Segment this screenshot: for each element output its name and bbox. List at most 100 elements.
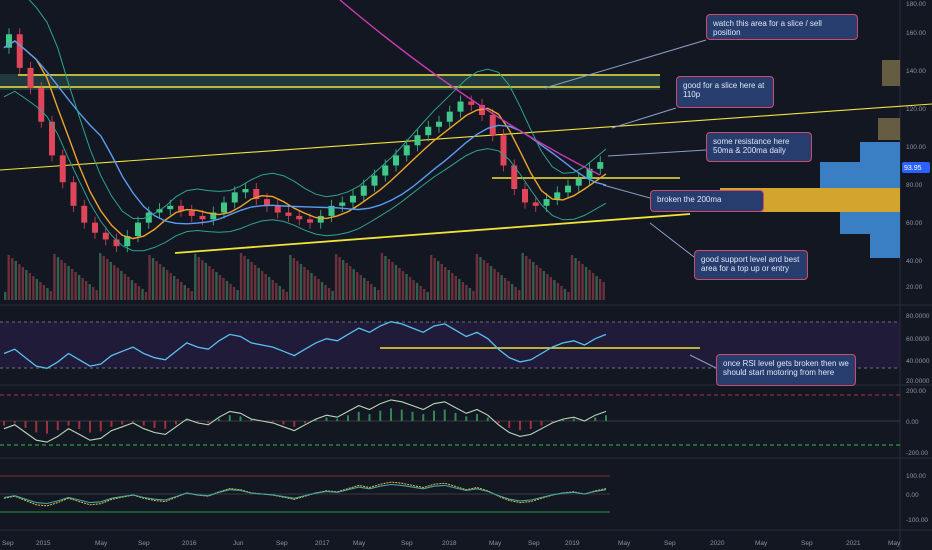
volume-bar (81, 278, 84, 300)
callout-leader (607, 149, 707, 157)
volume-bar (514, 287, 517, 300)
candle-body (532, 202, 539, 206)
callout-leader (544, 39, 707, 89)
volume-bar (123, 274, 127, 300)
volume-bar (458, 279, 461, 300)
y-tick-label: 20.0000 (906, 378, 930, 385)
volume-bar (25, 270, 28, 300)
y-tick-label: 0.00 (906, 492, 919, 499)
osc2-line (3, 483, 607, 505)
x-tick-label: Sep (801, 540, 813, 547)
volume-bar (539, 268, 542, 300)
volume-bar (334, 254, 338, 300)
volume-bar (109, 262, 113, 300)
volume-bar (32, 276, 35, 300)
volume-bar (486, 263, 489, 300)
volume-bar (496, 272, 500, 300)
bollinger-lower (3, 90, 607, 252)
vp-bar (870, 234, 900, 258)
candle-body (264, 199, 270, 206)
annotation-broken-200ma[interactable]: broken the 200ma (650, 190, 764, 212)
volume-bar (415, 283, 419, 300)
candle-body (49, 121, 55, 156)
volume-bar (437, 261, 440, 300)
volume-bar (517, 290, 521, 300)
annotation-text: good support level and best area for a t… (701, 255, 800, 273)
candle-body (522, 189, 528, 203)
candle-body (317, 215, 324, 223)
volume-bar (113, 265, 116, 300)
volume-bar (602, 282, 605, 300)
candle-body (436, 121, 442, 127)
volume-bar (341, 260, 345, 300)
y-tick-label: 40.0000 (906, 358, 930, 365)
annotation-rsi-break[interactable]: once RSI level gets broken then we shoul… (716, 354, 856, 386)
candle-body (6, 34, 12, 48)
volume-bar (560, 286, 563, 300)
y-tick-label: 180.00 (906, 1, 926, 8)
volume-bar (204, 263, 208, 300)
candle-body (231, 192, 238, 203)
volume-bar (215, 272, 218, 300)
annotation-slice-110p[interactable]: good for a slice here at 110p (676, 76, 774, 108)
candle-body (371, 175, 378, 186)
candle-body (221, 202, 227, 213)
y-tick-label: 160.00 (906, 30, 926, 37)
candle-body (59, 155, 66, 183)
resistance-zone (0, 74, 660, 90)
volume-bar (243, 256, 246, 300)
volume-bar (264, 274, 267, 300)
volume-bar (11, 258, 14, 300)
volume-bar (528, 259, 531, 300)
volume-bar (84, 281, 88, 300)
volume-bar (88, 284, 91, 300)
volume-bar (521, 253, 524, 300)
volume-bar (500, 275, 503, 300)
volume-bar (320, 282, 324, 300)
annotation-slice-sell[interactable]: watch this area for a slice / sell posit… (706, 14, 858, 40)
upper-trendline (0, 103, 932, 171)
volume-bar (4, 292, 7, 300)
volume-bar (338, 257, 341, 300)
volume-bar (429, 255, 433, 300)
candle-body (38, 88, 45, 122)
volume-bar (7, 255, 10, 300)
rsi-layer (3, 321, 607, 369)
volume-bar (130, 280, 134, 300)
volume-bar (465, 285, 468, 300)
volume-bar (250, 262, 253, 300)
volume-bar (14, 261, 17, 300)
volume-bar (169, 273, 172, 300)
volume-bar (412, 280, 415, 300)
vp-bar (878, 118, 900, 140)
vp-bar (882, 60, 900, 86)
volume-bar (401, 271, 405, 300)
volume-bar (18, 264, 21, 300)
x-tick-label: Sep (2, 540, 14, 547)
volume-bar (426, 292, 429, 300)
volume-bar (92, 287, 95, 300)
volume-bar (60, 260, 63, 300)
volume-bar (296, 261, 299, 300)
x-tick-label: Jun (233, 540, 244, 547)
callout-leader (689, 354, 717, 369)
y-tick-label: 0.00 (906, 419, 919, 426)
rsi-line (3, 321, 607, 369)
volume-bar (49, 291, 53, 300)
volume-bar (433, 258, 436, 300)
x-tick-label: 2019 (565, 540, 580, 547)
candle-body (565, 185, 571, 193)
volume-bar (570, 255, 574, 300)
vp-bar (840, 212, 900, 234)
volume-bar (211, 269, 215, 300)
volume-bar (102, 256, 105, 300)
y-tick-label: 140.00 (906, 68, 926, 75)
annotation-text: good for a slice here at 110p (683, 81, 765, 99)
volume-bar (440, 264, 443, 300)
volume-bar (289, 255, 292, 300)
volume-bar (345, 263, 348, 300)
volume-bar (201, 260, 204, 300)
annotation-resistance[interactable]: some resistance here 50ma & 200ma daily (706, 132, 812, 162)
annotation-support[interactable]: good support level and best area for a t… (694, 250, 808, 280)
x-tick-label: Sep (528, 540, 540, 547)
